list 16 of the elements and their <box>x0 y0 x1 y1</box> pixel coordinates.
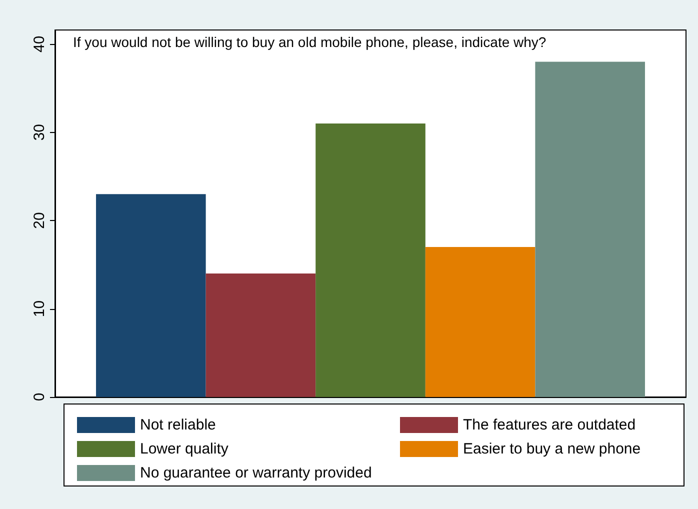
y-tick-label: 20 <box>31 212 48 229</box>
bar <box>425 247 536 397</box>
legend-label: Not reliable <box>140 416 216 434</box>
bar <box>316 124 426 397</box>
legend-label: The features are outdated <box>463 416 636 434</box>
y-tick-label: 10 <box>31 300 48 318</box>
y-tick-label: 30 <box>31 124 48 141</box>
legend-label: No guarantee or warranty provided <box>140 464 372 482</box>
y-tick-label: 0 <box>31 392 48 402</box>
y-tick-label: 40 <box>31 36 48 52</box>
legend-label: Easier to buy a new phone <box>463 440 641 458</box>
bar <box>206 273 316 397</box>
bar <box>535 62 645 397</box>
chart-title: If you would not be willing to buy an old mobile phone, please, indicate why? <box>73 34 546 50</box>
legend-label: Lower quality <box>140 440 229 458</box>
bar <box>96 194 206 397</box>
